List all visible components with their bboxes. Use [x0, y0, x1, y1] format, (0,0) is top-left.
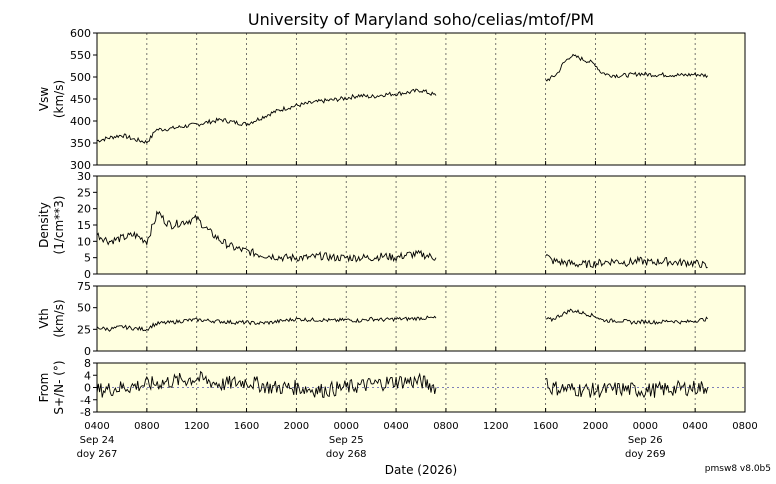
x-tick-label: 0400	[682, 421, 707, 432]
panel-background	[97, 176, 745, 274]
x-doy-label: doy 268	[326, 449, 367, 460]
y-axis-label: Vsw	[37, 87, 51, 111]
y-tick-label: 350	[70, 137, 91, 150]
panel-background	[97, 33, 745, 165]
x-tick-label: 0800	[732, 421, 757, 432]
chart-title: University of Maryland soho/celias/mtof/…	[248, 10, 594, 29]
y-tick-label: 300	[70, 159, 91, 172]
x-doy-label: doy 267	[77, 449, 118, 460]
panel-frame	[96, 285, 746, 352]
y-axis-label: Vth	[37, 308, 51, 329]
y-tick-label: 400	[70, 115, 91, 128]
y-tick-label: 75	[77, 280, 91, 293]
y-tick-label: 450	[70, 93, 91, 106]
series-line	[545, 53, 708, 82]
x-axis: 0400 Sep 24 doy 267 0800 1200 1600 2000 0000 Sep…	[77, 421, 758, 460]
x-tick-label: 0400	[84, 421, 109, 432]
x-tick-label: 0400	[383, 421, 408, 432]
x-tick-label: 1600	[533, 421, 558, 432]
y-tick-label: -4	[80, 394, 91, 407]
x-doy-label: doy 269	[625, 449, 666, 460]
series-line	[96, 88, 437, 144]
x-tick-label: 0000	[334, 421, 359, 432]
y-axis-label: Density	[37, 202, 51, 248]
x-tick-label: 0800	[134, 421, 159, 432]
y-tick-label: 8	[84, 357, 91, 370]
panel-vth: 0 25 50 75 Vth (km/s)	[37, 280, 746, 358]
y-tick-label: 0	[84, 345, 91, 358]
x-date-label: Sep 26	[628, 435, 663, 446]
x-tick-label: 1200	[483, 421, 508, 432]
y-tick-label: 10	[77, 235, 91, 248]
x-tick-label: 1200	[184, 421, 209, 432]
series-line	[545, 308, 708, 326]
x-date-label: Sep 25	[329, 435, 364, 446]
y-tick-label: 500	[70, 71, 91, 84]
x-tick-label: 0800	[433, 421, 458, 432]
series-line	[545, 254, 708, 269]
y-tick-label: 600	[70, 27, 91, 40]
y-axis-label: (km/s)	[52, 299, 66, 337]
y-tick-label: 30	[77, 170, 91, 183]
y-tick-label: 0	[84, 268, 91, 281]
y-tick-label: 550	[70, 49, 91, 62]
series-line	[96, 315, 437, 332]
x-tick-label: 2000	[583, 421, 608, 432]
x-date-label: Sep 24	[80, 435, 115, 446]
series-line	[545, 377, 709, 399]
y-axis-label: S+/N- (°)	[52, 360, 66, 414]
version-label: pmsw8 v8.0b5	[705, 464, 771, 474]
y-axis-label: (km/s)	[52, 80, 66, 118]
y-tick-label: 15	[77, 219, 91, 232]
x-tick-label: 0000	[633, 421, 658, 432]
panel-vsw: 300 350 400 450 500 550 600 Vsw (km/s)	[37, 27, 746, 172]
y-tick-label: 20	[77, 203, 91, 216]
series-line	[96, 370, 437, 398]
series-line	[96, 210, 437, 263]
y-tick-label: -8	[80, 406, 91, 419]
y-tick-label: 50	[77, 302, 91, 315]
x-tick-label: 1600	[234, 421, 259, 432]
y-axis-label: From	[37, 373, 51, 403]
y-axis-label: (1/cm**3)	[52, 196, 66, 255]
x-axis-label: Date (2026)	[385, 463, 457, 477]
y-tick-label: 25	[77, 186, 91, 199]
x-tick-label: 2000	[284, 421, 309, 432]
y-tick-label: 5	[84, 252, 91, 265]
panel-density: 0 5 10 15 20 25 30 Density (1/cm**3)	[37, 170, 746, 281]
y-tick-label: 4	[84, 369, 91, 382]
y-tick-label: 25	[77, 323, 91, 336]
y-tick-label: 0	[84, 382, 91, 395]
